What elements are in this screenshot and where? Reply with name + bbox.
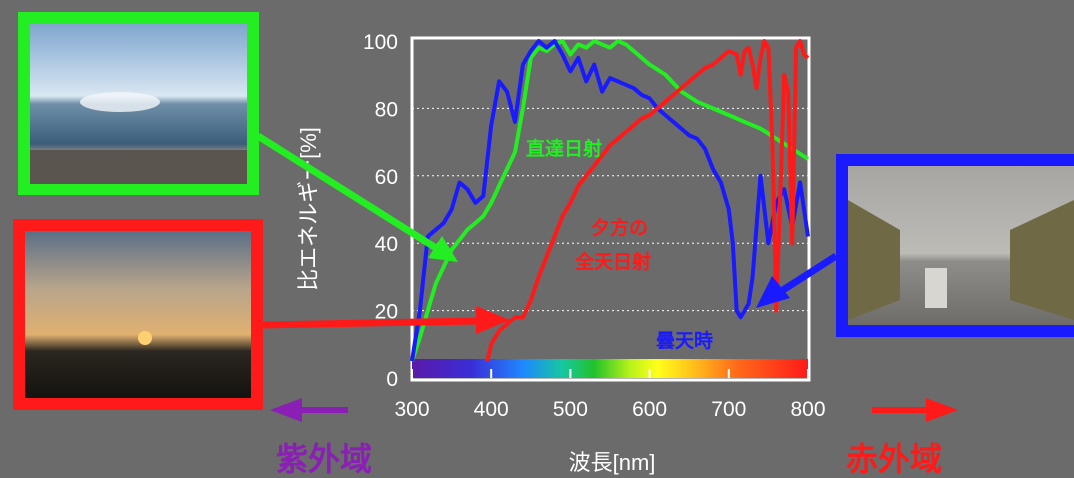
y-tick-label: 40: [375, 233, 398, 256]
y-tick-label: 80: [375, 98, 398, 121]
label-evening-2: 全天日射: [574, 250, 651, 273]
spectrum-bar: [412, 359, 808, 378]
y-tick-label: 100: [363, 31, 398, 54]
x-axis-title: 波長[nm]: [569, 450, 656, 475]
y-tick-labels: 0 20 40 60 80 100: [363, 31, 398, 391]
series-layer: [410, 39, 810, 362]
ir-indicator: 赤外域: [846, 398, 958, 477]
sea-photo: [18, 12, 259, 195]
grid-lines: [412, 107, 808, 312]
y-tick-label: 20: [375, 301, 398, 324]
series-line-1: [485, 39, 810, 362]
x-tick-label: 700: [711, 398, 746, 421]
arrow-sunset: [262, 306, 510, 334]
arrow-road: [756, 253, 838, 308]
uv-indicator: 紫外域: [270, 398, 372, 477]
road-photo: [836, 154, 1074, 337]
x-tick-label: 500: [553, 398, 588, 421]
x-tick-label: 400: [474, 398, 509, 421]
label-direct: 直達日射: [526, 137, 602, 160]
x-tick-marks: [411, 369, 809, 378]
plot-area: [410, 36, 811, 382]
x-tick-labels: 300 400 500 600 700 800: [394, 398, 825, 421]
label-cloudy: 曇天時: [656, 330, 713, 352]
x-tick-label: 800: [790, 398, 825, 421]
y-axis-title: 比エネルギー[%]: [296, 127, 321, 291]
ir-label: 赤外域: [846, 441, 942, 477]
series-line-0: [410, 39, 810, 362]
uv-label: 紫外域: [276, 441, 372, 477]
y-tick-label: 0: [386, 368, 398, 391]
y-tick-label: 60: [375, 166, 398, 189]
label-evening-1: 夕方の: [591, 216, 648, 239]
x-tick-label: 600: [632, 398, 667, 421]
arrow-sea: [256, 133, 458, 262]
x-tick-label: 300: [394, 398, 429, 421]
series-line-2: [410, 39, 810, 362]
sunset-photo: [13, 219, 263, 410]
